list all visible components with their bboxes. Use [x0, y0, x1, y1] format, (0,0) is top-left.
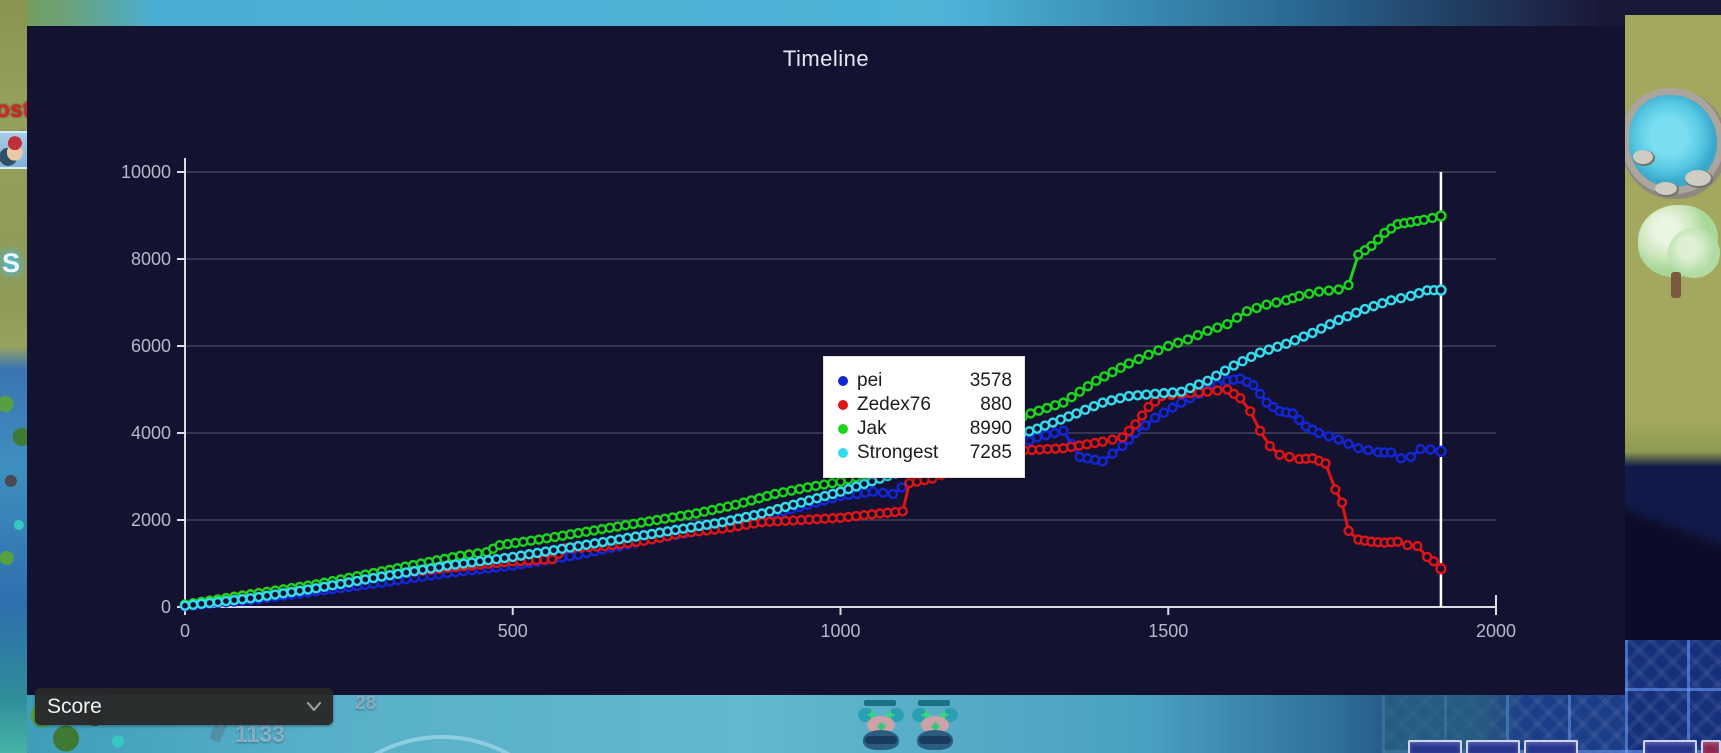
glowing-letter: S [2, 248, 21, 278]
legend-series-name: Jak [857, 418, 887, 439]
legend-series-name: pei [857, 370, 883, 391]
minimap-fragment [0, 360, 27, 580]
legend-row-Jak: Jak 8990 [838, 417, 1012, 441]
background-text-red: ost [0, 96, 27, 122]
hotbar-button[interactable] [1408, 740, 1462, 753]
game-character [858, 700, 904, 753]
rock [1633, 150, 1653, 164]
legend-series-name: Zedex76 [857, 394, 931, 415]
tree-trunk [1671, 272, 1681, 298]
hud-count-28: 28 [355, 695, 377, 714]
x-tick-label: 1500 [1148, 621, 1188, 641]
series-line-Strongest [184, 288, 1441, 608]
inventory-grid [1625, 620, 1721, 753]
legend-series-value: 3578 [969, 370, 1012, 391]
legend-tooltip: pei 3578 Zedex76 880 Jak 8990 Strongest 7285 [823, 356, 1025, 478]
legend-series-name: Strongest [857, 442, 939, 463]
legend-dot-icon [838, 400, 848, 410]
legend-row-Strongest: Strongest 7285 [838, 441, 1012, 465]
hotbar-button[interactable] [1643, 740, 1697, 753]
game-left-edge: ost nde S [0, 0, 27, 753]
x-tick-label: 500 [498, 621, 528, 641]
series-markers-Strongest [179, 284, 1447, 611]
tree-foliage [1668, 228, 1720, 278]
score-dropdown[interactable]: Score [35, 688, 333, 725]
x-tick-label: 2000 [1476, 621, 1516, 641]
y-tick-label: 6000 [131, 336, 171, 356]
scene-diagonal-shadow [1625, 420, 1721, 640]
score-dropdown-label: Score [47, 694, 102, 718]
rock [1685, 170, 1711, 186]
rock [1655, 182, 1677, 195]
y-tick-label: 2000 [131, 510, 171, 530]
legend-dot-icon [838, 376, 848, 386]
hotbar-button[interactable] [1466, 740, 1520, 753]
legend-series-value: 8990 [969, 418, 1012, 439]
chevron-down-icon [307, 702, 321, 711]
y-tick-label: 8000 [131, 249, 171, 269]
chart-title: Timeline [782, 46, 870, 71]
hud-count-1133: 1133 [235, 721, 285, 747]
legend-row-Zedex76: Zedex76 880 [838, 393, 1012, 417]
legend-series-value: 7285 [969, 442, 1012, 463]
legend-dot-icon [838, 448, 848, 458]
y-tick-label: 0 [161, 597, 171, 617]
x-tick-label: 0 [180, 621, 190, 641]
game-sky-strip [0, 0, 1721, 27]
legend-series-value: 880 [980, 394, 1012, 415]
y-tick-label: 10000 [121, 162, 171, 182]
hotbar-button[interactable] [1524, 740, 1578, 753]
hotbar-button[interactable] [1701, 740, 1721, 753]
character-portrait [0, 131, 27, 169]
legend-row-pei: pei 3578 [838, 369, 1012, 393]
legend-dot-icon [838, 424, 848, 434]
y-tick-label: 4000 [131, 423, 171, 443]
game-character [912, 700, 958, 753]
series-markers-Jak [179, 210, 1447, 610]
x-tick-label: 1000 [820, 621, 860, 641]
map-ring [307, 735, 577, 753]
